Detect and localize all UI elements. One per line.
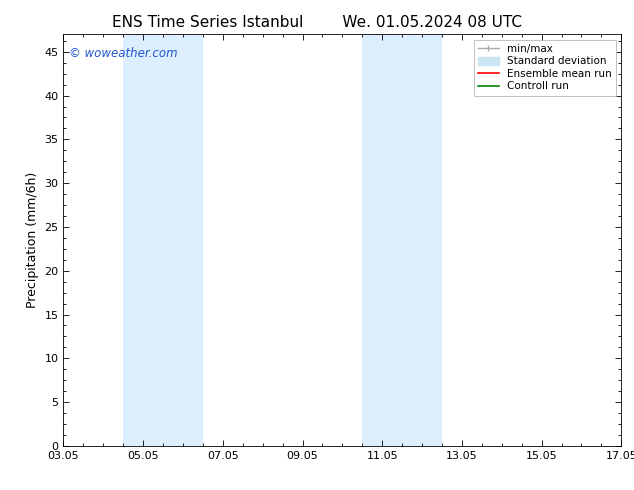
- Bar: [362, 34, 442, 446]
- Legend: min/max, Standard deviation, Ensemble mean run, Controll run: min/max, Standard deviation, Ensemble me…: [474, 40, 616, 96]
- Y-axis label: Precipitation (mm/6h): Precipitation (mm/6h): [26, 172, 39, 308]
- Text: © woweather.com: © woweather.com: [69, 47, 178, 60]
- Text: ENS Time Series Istanbul        We. 01.05.2024 08 UTC: ENS Time Series Istanbul We. 01.05.2024 …: [112, 15, 522, 30]
- Bar: [123, 34, 203, 446]
